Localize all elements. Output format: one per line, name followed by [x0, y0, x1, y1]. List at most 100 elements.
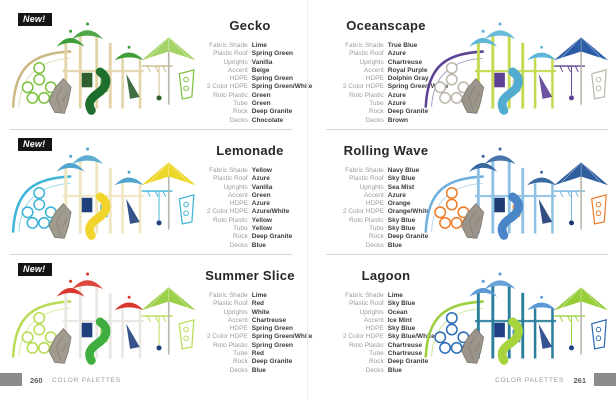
spec-label: HDPE	[229, 325, 248, 333]
spec-label: Tube	[369, 100, 384, 108]
spec-label: Decks	[365, 366, 384, 374]
spec-label: Uprights	[359, 183, 384, 191]
spec-label: Uprights	[359, 308, 384, 316]
spec-value: Brown	[387, 116, 408, 124]
spec-list: Fabric Shade Navy Blue Plastic Roof Sky Blu…	[330, 167, 442, 250]
spec-row: Plastic Roof Azure	[330, 50, 442, 58]
spec-value: Red	[251, 300, 265, 308]
spec-row: HDPE Dolphin Gray	[330, 75, 442, 83]
spec-row: Tube Chartreuse	[330, 350, 442, 358]
row-separator	[10, 129, 292, 130]
row-separator	[326, 254, 608, 255]
spec-value: Blue	[387, 366, 402, 374]
page-edge-tab	[594, 373, 616, 386]
spec-value: Chartreuse	[387, 350, 423, 358]
spec-value: Vanilla	[251, 58, 273, 66]
spec-label: HDPE	[365, 75, 384, 83]
spec-value: Royal Purple	[387, 66, 428, 74]
spec-row: Roto Plastic Yellow	[194, 217, 306, 225]
spec-label: Tube	[233, 350, 248, 358]
spec-row: Rock Deep Granite	[194, 233, 306, 241]
spec-value: Deep Granite	[387, 233, 429, 241]
spec-label: Rock	[232, 358, 248, 366]
spec-row: Plastic Roof Sky Blue	[330, 300, 442, 308]
spec-value: Yellow	[251, 216, 272, 224]
panel-title: Oceanscape	[346, 18, 426, 33]
spec-value: Spring Green	[251, 50, 293, 58]
spec-value: Azure	[387, 191, 406, 199]
spec-label: Decks	[229, 366, 248, 374]
spec-label: Uprights	[223, 308, 248, 316]
spec-label: Fabric Shade	[345, 292, 384, 299]
page-number: 261	[573, 376, 586, 385]
playground-illustration	[424, 22, 609, 115]
spec-label: Plastic Roof	[349, 50, 384, 58]
spec-row: Uprights Sea Mist	[330, 184, 442, 192]
spec-label: Fabric Shade	[345, 167, 384, 174]
page-left: New!	[0, 13, 313, 386]
panel-lagoon: Lagoon Fabric Shade Lime Plastic Roof Sky B…	[308, 256, 616, 378]
row-separator	[10, 254, 292, 255]
spec-label: Rock	[368, 233, 384, 241]
spec-value: Orange	[387, 200, 411, 208]
spec-value: Sky Blue/White	[387, 333, 435, 341]
spec-label: Tube	[233, 225, 248, 233]
spec-label: Accent	[363, 316, 384, 324]
spec-label: Rock	[232, 233, 248, 241]
spec-value: Vanilla	[251, 183, 273, 191]
spec-row: HDPE Orange	[330, 200, 442, 208]
spec-value: Lime	[251, 42, 267, 49]
spec-value: White	[251, 308, 270, 316]
spec-row: HDPE Spring Green	[194, 325, 306, 333]
art-slot	[419, 260, 612, 374]
spec-list: Fabric Shade Yellow Plastic Roof Azure Uprig…	[194, 167, 306, 250]
spec-value: Ocean	[387, 308, 408, 316]
spec-value: Spring Green	[251, 75, 293, 83]
spec-label: 2 Color HDPE	[206, 83, 248, 91]
page-number: 260	[30, 376, 43, 385]
art-slot	[419, 10, 612, 124]
spec-label: Fabric Shade	[345, 42, 384, 49]
spec-row: Tube Red	[194, 350, 306, 358]
spec-value: Azure	[387, 100, 406, 108]
spec-label: Plastic Roof	[349, 300, 384, 308]
spec-row: Fabric Shade Yellow	[194, 167, 306, 175]
spec-row: Roto Plastic Spring Green	[194, 342, 306, 350]
spec-row: Rock Deep Granite	[194, 358, 306, 366]
spec-row: Plastic Roof Sky Blue	[330, 175, 442, 183]
spec-label: Plastic Roof	[349, 175, 384, 183]
spec-value: Ice Mint	[387, 316, 412, 324]
spec-row: Fabric Shade Lime	[194, 42, 306, 50]
spec-row: 2 Color HDPE Spring Green/White	[330, 83, 449, 91]
spec-label: Rock	[232, 108, 248, 116]
panel-oceanscape: Oceanscape Fabric Shade True Blue Plastic …	[308, 6, 616, 128]
spec-label: Tube	[369, 225, 384, 233]
spec-row: 2 Color HDPE Orange/White	[330, 208, 442, 216]
row-separator	[326, 129, 608, 130]
spec-row: Accent Azure	[330, 192, 442, 200]
specs-block: Lemonade Fabric Shade Yellow Plastic Roof A…	[194, 139, 306, 250]
spec-row: Decks Blue	[330, 242, 442, 250]
spec-label: Uprights	[223, 58, 248, 66]
spec-value: Green	[251, 100, 271, 108]
page-gutter	[307, 0, 308, 400]
spec-value: Chartreuse	[251, 316, 287, 324]
spec-list: Fabric Shade Lime Plastic Roof Sky Blue Upri…	[330, 292, 442, 375]
spec-value: Sky Blue	[387, 225, 416, 233]
spec-label: 2 Color HDPE	[342, 208, 384, 216]
spec-label: Plastic Roof	[213, 300, 248, 308]
spec-row: HDPE Spring Green	[194, 75, 306, 83]
spec-row: Decks Brown	[330, 117, 442, 125]
panel-title: Lemonade	[216, 143, 284, 158]
spec-label: 2 Color HDPE	[342, 333, 384, 341]
playground-illustration	[424, 272, 609, 365]
spec-row: Uprights Vanilla	[194, 184, 306, 192]
spec-row: Tube Sky Blue	[330, 225, 442, 233]
spec-value: Spring Green	[251, 325, 293, 333]
specs-block: Gecko Fabric Shade Lime Plastic Roof Spring…	[194, 14, 313, 125]
spec-value: Blue	[251, 241, 266, 249]
spec-value: Sky Blue	[387, 300, 416, 308]
spec-row: Tube Yellow	[194, 225, 306, 233]
art-slot	[419, 135, 612, 249]
